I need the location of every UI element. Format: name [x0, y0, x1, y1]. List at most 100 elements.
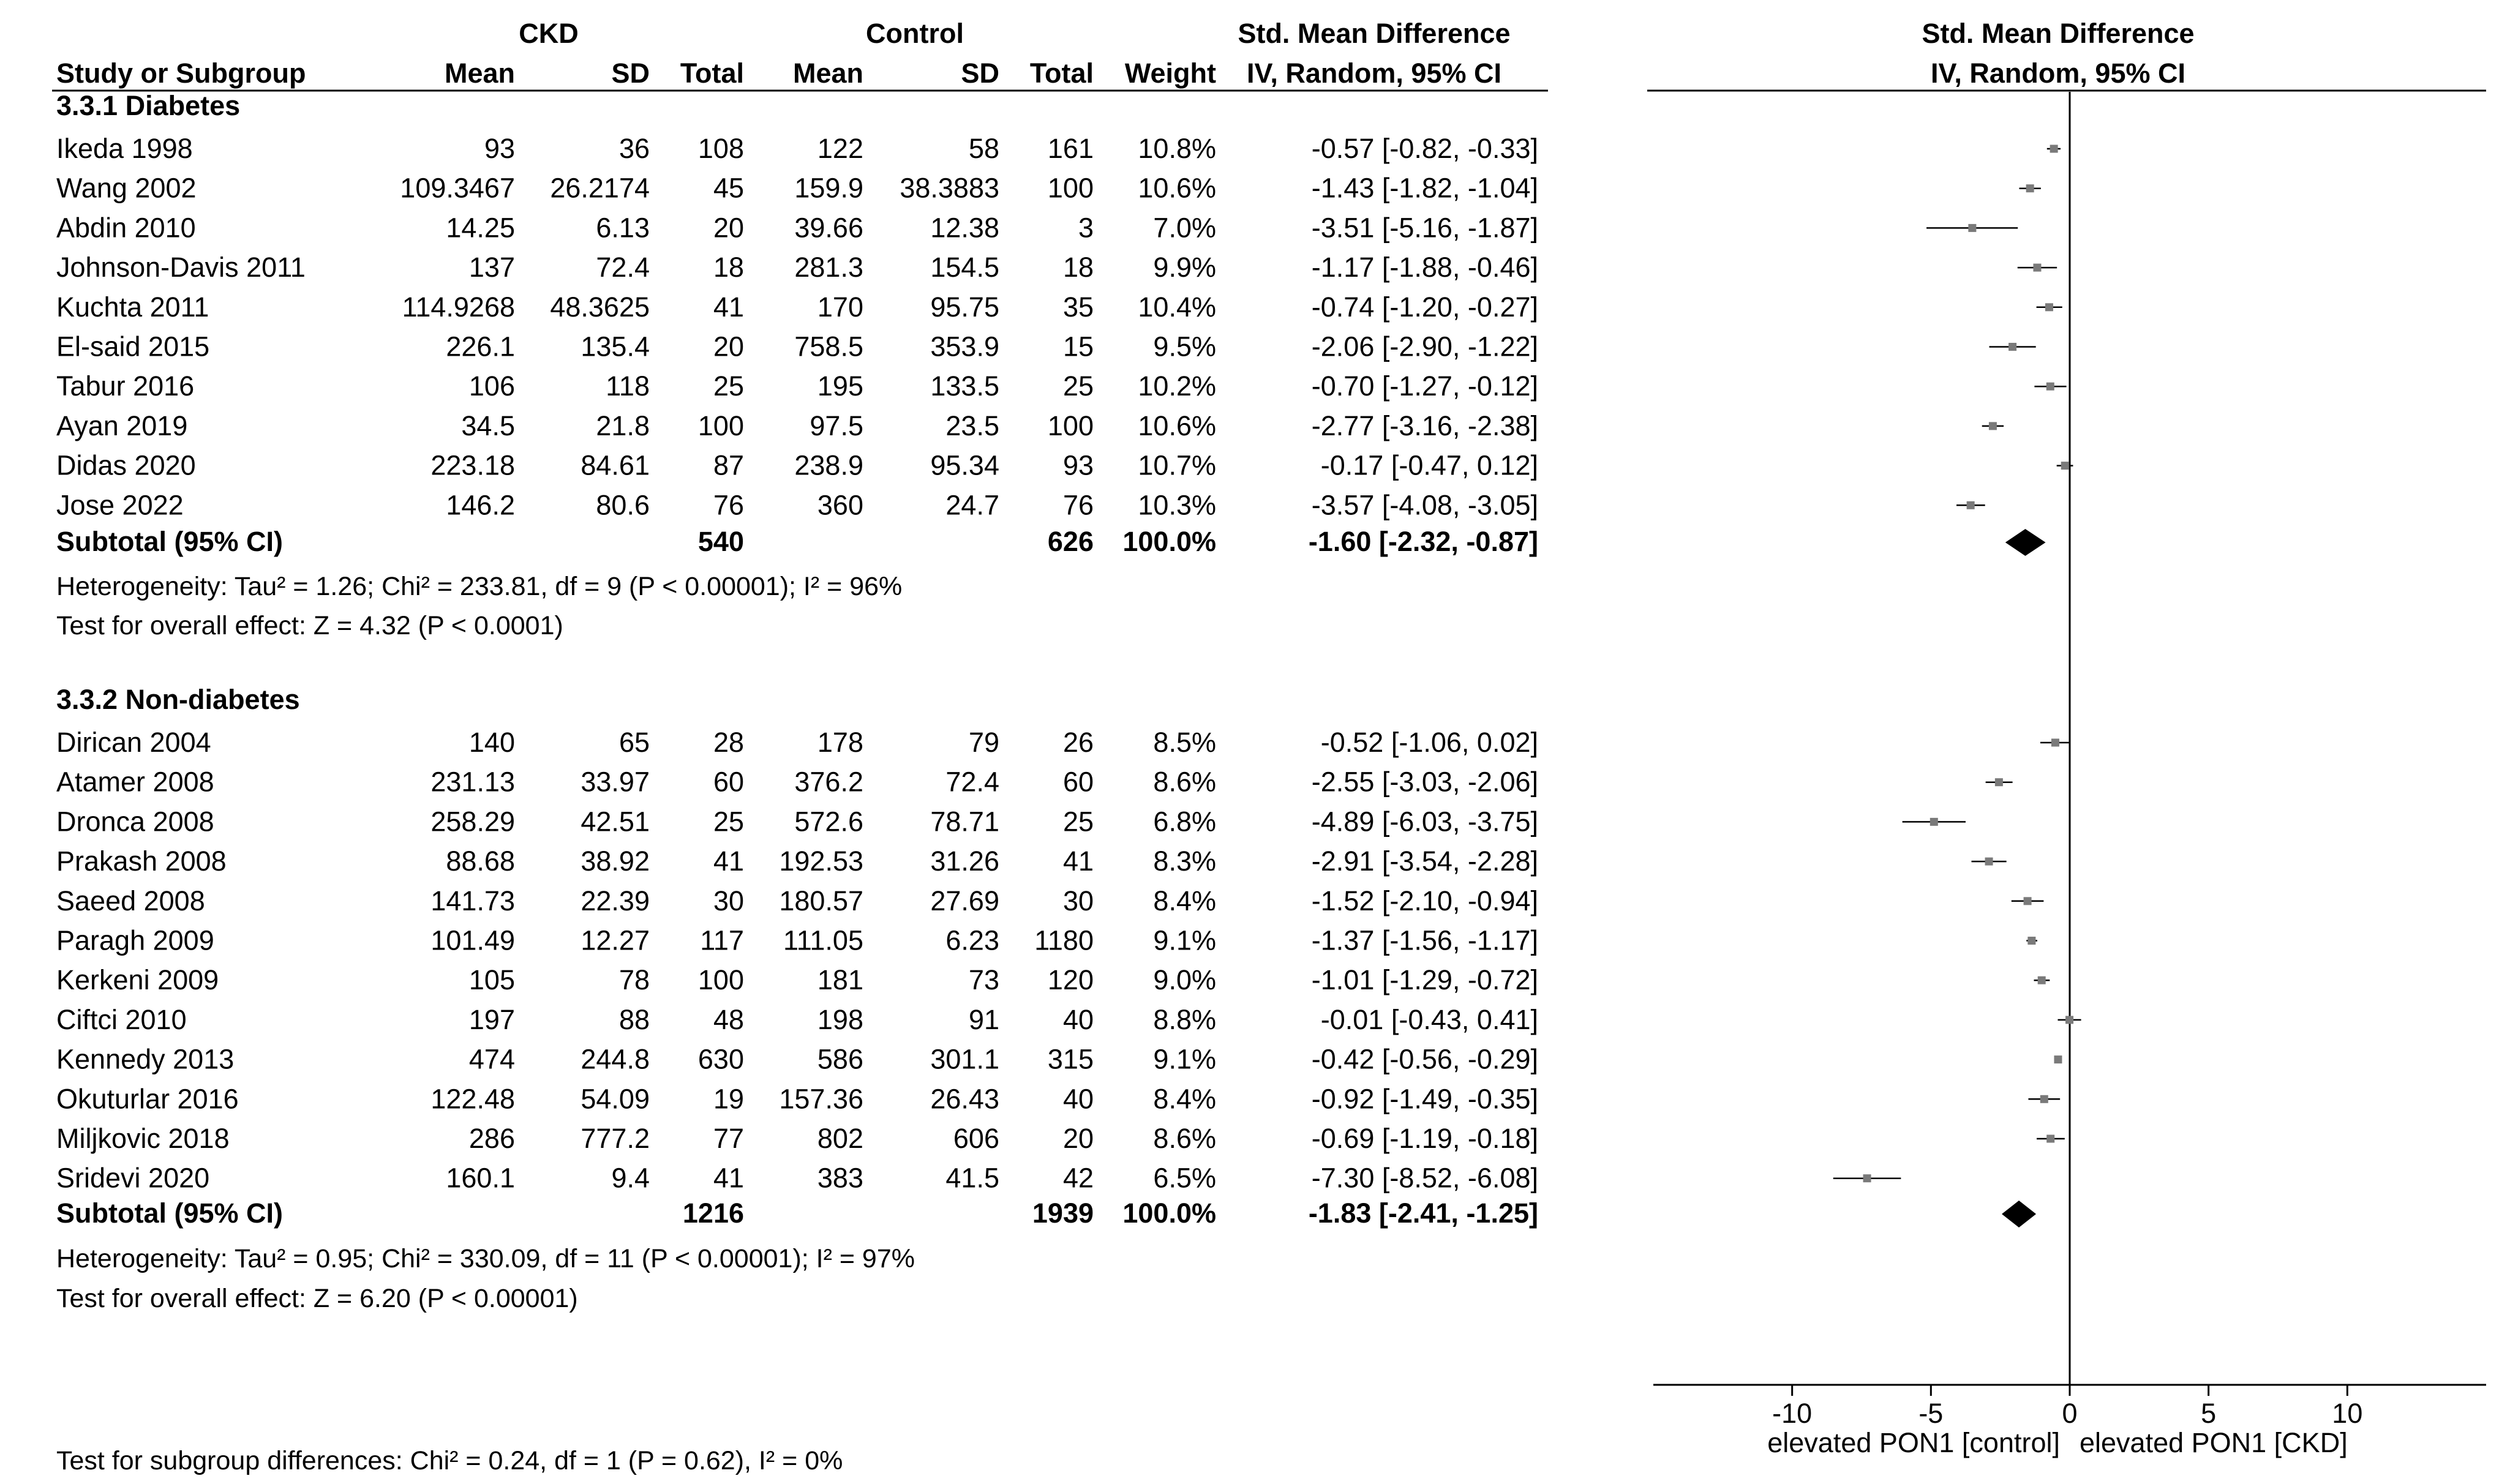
- sd-ckd: 42.51: [581, 806, 650, 837]
- total-control: 60: [1063, 766, 1094, 798]
- subtotal-diamond: [2005, 529, 2046, 556]
- sd-ckd: 36: [619, 133, 650, 164]
- table-row: Wang 2002 109.3467 26.2174 45 159.9 38.3883 10…: [56, 173, 1538, 204]
- sd-control: 6.23: [945, 925, 999, 956]
- point-estimate: [2045, 303, 2053, 312]
- mean-ckd: 106: [469, 370, 515, 402]
- mean-ckd: 140: [469, 727, 515, 758]
- mean-control: 181: [817, 964, 863, 995]
- smd-ci: -7.30 [-8.52, -6.08]: [1312, 1163, 1538, 1194]
- weight: 8.3%: [1153, 845, 1216, 877]
- total-control: 120: [1048, 964, 1094, 995]
- weight: 8.4%: [1153, 1083, 1216, 1114]
- weight: 10.7%: [1138, 450, 1216, 481]
- study-name: Kuchta 2011: [56, 291, 209, 323]
- weight: 8.6%: [1153, 766, 1216, 798]
- mean-control: 238.9: [794, 450, 863, 481]
- mean-control: 178: [817, 727, 863, 758]
- study-name: Kennedy 2013: [56, 1044, 234, 1075]
- sd-control: 95.75: [930, 291, 999, 323]
- sd-ckd: 80.6: [596, 489, 650, 520]
- mean-control: 39.66: [794, 212, 863, 243]
- point-estimate: [1988, 422, 1997, 430]
- header-smd-plot: Std. Mean Difference: [1922, 18, 2194, 49]
- mean-ckd: 93: [484, 133, 515, 164]
- weight: 6.5%: [1153, 1163, 1216, 1194]
- total-control: 42: [1063, 1163, 1094, 1194]
- study-name: Abdin 2010: [56, 212, 196, 243]
- sd-control: 24.7: [945, 489, 999, 520]
- total-ckd: 45: [713, 173, 744, 204]
- weight: 8.6%: [1153, 1123, 1216, 1154]
- sd-control: 353.9: [930, 331, 999, 362]
- point-estimate: [2051, 738, 2059, 747]
- mean-control: 802: [817, 1123, 863, 1154]
- study-name: Ikeda 1998: [56, 133, 193, 164]
- table-row: Ikeda 1998 93 36 108 122 58 161 10.8% -0.57 [-0.…: [56, 133, 1538, 164]
- mean-ckd: 109.3467: [400, 173, 515, 204]
- weight: 9.0%: [1153, 964, 1216, 995]
- weight: 6.8%: [1153, 806, 1216, 837]
- table-row: Atamer 2008 231.13 33.97 60 376.2 72.4 60 8.6% -…: [56, 766, 1538, 798]
- sd-control: 606: [953, 1123, 999, 1154]
- plot-marks: [1833, 144, 2081, 1227]
- total-control: 3: [1078, 212, 1094, 243]
- subtotal-ci: -1.60 [-2.32, -0.87]: [1309, 526, 1538, 557]
- smd-ci: -1.17 [-1.88, -0.46]: [1312, 252, 1538, 283]
- smd-ci: -0.01 [-0.43, 0.41]: [1321, 1004, 1538, 1035]
- mean-ckd: 34.5: [461, 410, 515, 441]
- sd-ckd: 54.09: [581, 1083, 650, 1114]
- weight: 10.2%: [1138, 370, 1216, 402]
- sd-ckd: 777.2: [581, 1123, 650, 1154]
- point-estimate: [2027, 937, 2036, 945]
- sd-ckd: 22.39: [581, 885, 650, 916]
- study-name: Dronca 2008: [56, 806, 214, 837]
- table-row: Abdin 2010 14.25 6.13 20 39.66 12.38 3 7.0% -3.5…: [56, 212, 1538, 243]
- table-row: Didas 2020 223.18 84.61 87 238.9 95.34 93 10.7%…: [56, 450, 1538, 481]
- study-name: El-said 2015: [56, 331, 209, 362]
- study-name: Miljkovic 2018: [56, 1123, 230, 1154]
- header-control: Control: [866, 18, 964, 49]
- smd-ci: -4.89 [-6.03, -3.75]: [1312, 806, 1538, 837]
- sd-ckd: 21.8: [596, 410, 650, 441]
- mean-ckd: 197: [469, 1004, 515, 1035]
- total-ckd: 41: [713, 845, 744, 877]
- heterogeneity-text: Heterogeneity: Tau² = 0.95; Chi² = 330.0…: [56, 1244, 915, 1273]
- table-row: Kerkeni 2009 105 78 100 181 73 120 9.0% -1.01 [-…: [56, 964, 1538, 995]
- sd-ckd: 38.92: [581, 845, 650, 877]
- point-estimate: [2065, 1016, 2074, 1024]
- smd-ci: -0.69 [-1.19, -0.18]: [1312, 1123, 1538, 1154]
- mean-ckd: 160.1: [446, 1163, 515, 1194]
- study-name: Jose 2022: [56, 489, 184, 520]
- point-estimate: [2046, 382, 2054, 391]
- study-name: Sridevi 2020: [56, 1163, 209, 1194]
- sd-control: 78.71: [930, 806, 999, 837]
- header-total-ckd: Total: [680, 58, 744, 89]
- table-row: Sridevi 2020 160.1 9.4 41 383 41.5 42 6.5% -7.30…: [56, 1163, 1538, 1194]
- mean-control: 586: [817, 1044, 863, 1075]
- header-study: Study or Subgroup: [56, 58, 306, 89]
- total-ckd: 41: [713, 1163, 744, 1194]
- mean-ckd: 88.68: [446, 845, 515, 877]
- mean-control: 758.5: [794, 331, 863, 362]
- x-tick-label: -5: [1918, 1398, 1943, 1429]
- total-ckd: 100: [698, 964, 744, 995]
- weight: 8.8%: [1153, 1004, 1216, 1035]
- table-row: Saeed 2008 141.73 22.39 30 180.57 27.69 30 8.4%…: [56, 885, 1538, 916]
- mean-control: 157.36: [779, 1083, 863, 1114]
- point-estimate: [2026, 184, 2034, 193]
- header-total-control: Total: [1030, 58, 1094, 89]
- total-ckd: 77: [713, 1123, 744, 1154]
- total-control: 100: [1048, 410, 1094, 441]
- axis-label-right: elevated PON1 [CKD]: [2080, 1427, 2348, 1458]
- smd-ci: -0.52 [-1.06, 0.02]: [1321, 727, 1538, 758]
- header-sd-control: SD: [961, 58, 999, 89]
- mean-ckd: 231.13: [430, 766, 515, 798]
- mean-control: 180.57: [779, 885, 863, 916]
- subtotal-weight: 100.0%: [1122, 526, 1216, 557]
- smd-ci: -3.57 [-4.08, -3.05]: [1312, 489, 1538, 520]
- axis-label-left: elevated PON1 [control]: [1767, 1427, 2060, 1458]
- sd-control: 73: [969, 964, 999, 995]
- sd-control: 95.34: [930, 450, 999, 481]
- sd-control: 301.1: [930, 1044, 999, 1075]
